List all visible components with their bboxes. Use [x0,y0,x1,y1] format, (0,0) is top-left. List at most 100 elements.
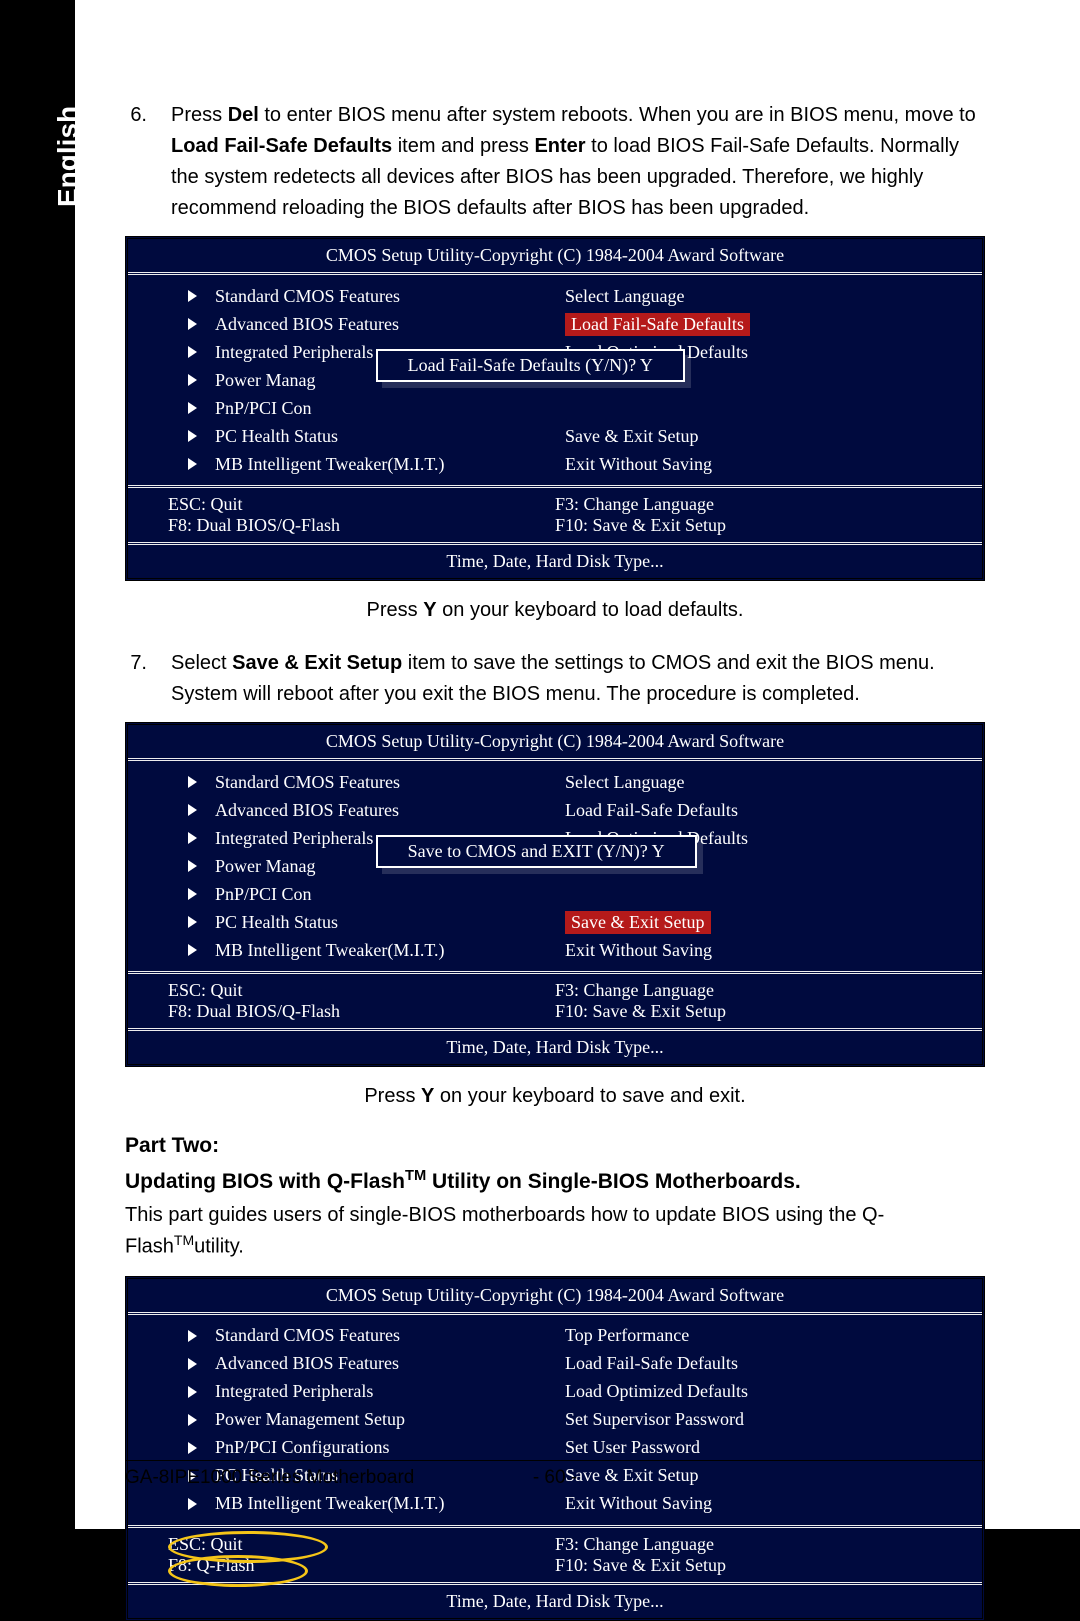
b: Enter [534,135,585,157]
menu-label: Top Performance [565,1325,689,1346]
bios-menu-item: Save & Exit Setup [565,423,942,449]
bios-menu-item: Load Fail-Safe Defaults [565,1351,942,1377]
footer-left: GA-8IPE1000 Series Motherboard [125,1467,515,1489]
bios-menu-item: Exit Without Saving [565,451,942,477]
bios-menu-item: Standard CMOS Features [188,769,565,795]
bios-menu-item: Advanced BIOS Features [188,311,565,337]
menu-label: PC Health Status [215,426,338,447]
triangle-icon [188,860,197,872]
menu-label: PnP/PCI Configurations [215,1437,390,1458]
menu-label: Advanced BIOS Features [215,800,399,821]
bios-menu-item: Set Supervisor Password [565,1407,942,1433]
menu-label: MB Intelligent Tweaker(M.I.T.) [215,454,445,475]
menu-label: Load Fail-Safe Defaults [565,1353,738,1374]
menu-label: Power Management Setup [215,1409,405,1430]
triangle-icon [188,1442,197,1454]
t: Updating BIOS with Q-Flash [125,1170,405,1193]
bios-menu-item: Exit Without Saving [565,937,942,963]
bios-title: CMOS Setup Utility-Copyright (C) 1984-20… [128,1279,982,1312]
menu-label: Load Fail-Safe Defaults [565,313,750,336]
menu-label: MB Intelligent Tweaker(M.I.T.) [215,1493,445,1514]
step-num: 6. [125,100,147,224]
triangle-icon [188,776,197,788]
t: Press [171,104,228,126]
step-body: Press Del to enter BIOS menu after syste… [171,100,985,224]
t: on your keyboard to load defaults. [437,599,744,621]
bios-menu-item: MB Intelligent Tweaker(M.I.T.) [188,937,565,963]
bios-menu-item: Standard CMOS Features [188,1323,565,1349]
t: item and press [392,135,534,157]
b: Load Fail-Safe Defaults [171,135,392,157]
menu-label: Standard CMOS Features [215,1325,400,1346]
bios-menu-item: Exit Without Saving [565,1491,942,1517]
bios-title: CMOS Setup Utility-Copyright (C) 1984-20… [128,239,982,272]
bios-title: CMOS Setup Utility-Copyright (C) 1984-20… [128,725,982,758]
triangle-icon [188,402,197,414]
menu-label: PnP/PCI Con [215,398,312,419]
triangle-icon [188,888,197,900]
bios-menu-item: Save & Exit Setup [565,909,942,935]
menu-label: Set Supervisor Password [565,1409,744,1430]
confirm-dialog: Save to CMOS and EXIT (Y/N)? Y [376,835,697,868]
bios-body: Standard CMOS Features Advanced BIOS Feat… [128,758,982,974]
bios-menu-item: PC Health Status [188,909,565,935]
bios-menu-item: MB Intelligent Tweaker(M.I.T.) [188,1491,565,1517]
bios-body: Standard CMOS Features Advanced BIOS Feat… [128,1312,982,1528]
note-1: Press Y on your keyboard to load default… [125,599,985,622]
tm: TM [405,1168,426,1184]
t: to enter BIOS menu after system reboots.… [259,104,976,126]
menu-label: PC Health Status [215,912,338,933]
hint: F8: Dual BIOS/Q-Flash [168,1001,555,1022]
bios-menu-item: Top Performance [565,1323,942,1349]
bios-menu-item: PnP/PCI Con [188,395,565,421]
bios-body: Standard CMOS FeaturesAdvanced BIOS Feat… [128,272,982,488]
triangle-icon [188,832,197,844]
menu-label: Set User Password [565,1437,700,1458]
hint: F3: Change Language [555,980,942,1001]
t: Utility on Single-BIOS Motherboards. [426,1170,801,1193]
bios-menu-item: Select Language [565,283,942,309]
triangle-icon [188,916,197,928]
triangle-icon [188,290,197,302]
triangle-icon [188,1414,197,1426]
menu-label: Save & Exit Setup [565,426,699,447]
b: Del [228,104,259,126]
bios-menu-item: Advanced BIOS Features [188,1351,565,1377]
part-two-para: This part guides users of single-BIOS mo… [125,1200,985,1262]
triangle-icon [188,430,197,442]
bios-menu-item: Load Fail-Safe Defaults [565,797,942,823]
b: Y [421,1085,434,1107]
bios-menu-item: Advanced BIOS Features [188,797,565,823]
menu-label: MB Intelligent Tweaker(M.I.T.) [215,940,445,961]
menu-label: Exit Without Saving [565,940,712,961]
footer-page-num: - 60 - [515,1467,595,1489]
menu-label: Save & Exit Setup [565,911,711,934]
t: Press [367,599,424,621]
bios-menu-item: PC Health Status [188,423,565,449]
hint: ESC: Quit [168,1534,555,1555]
triangle-icon [188,346,197,358]
hint: ESC: Quit [168,980,555,1001]
menu-label: Select Language [565,772,684,793]
menu-label: Advanced BIOS Features [215,314,399,335]
bios-menu-item: MB Intelligent Tweaker(M.I.T.) [188,451,565,477]
bios-menu-item: Integrated Peripherals [188,1379,565,1405]
page-footer: GA-8IPE1000 Series Motherboard - 60 - [125,1460,985,1489]
hint: F10: Save & Exit Setup [555,1001,942,1022]
triangle-icon [188,1386,197,1398]
t: Press [364,1085,421,1107]
b: Y [423,599,436,621]
menu-label: Standard CMOS Features [215,772,400,793]
hint: F10: Save & Exit Setup [555,515,942,536]
bios-status: Time, Date, Hard Disk Type... [128,542,982,578]
bios-screen-3: CMOS Setup Utility-Copyright (C) 1984-20… [125,1276,985,1621]
bios-menu-item: PnP/PCI Configurations [188,1435,565,1461]
b: Save & Exit Setup [232,652,402,674]
menu-label: Power Manag [215,370,315,391]
bios-screen-2: CMOS Setup Utility-Copyright (C) 1984-20… [125,722,985,1067]
hint: F8: Dual BIOS/Q-Flash [168,515,555,536]
triangle-icon [188,1330,197,1342]
bios-menu-item: Set User Password [565,1435,942,1461]
page-content: 6. Press Del to enter BIOS menu after sy… [75,0,1080,1529]
menu-label: Exit Without Saving [565,1493,712,1514]
